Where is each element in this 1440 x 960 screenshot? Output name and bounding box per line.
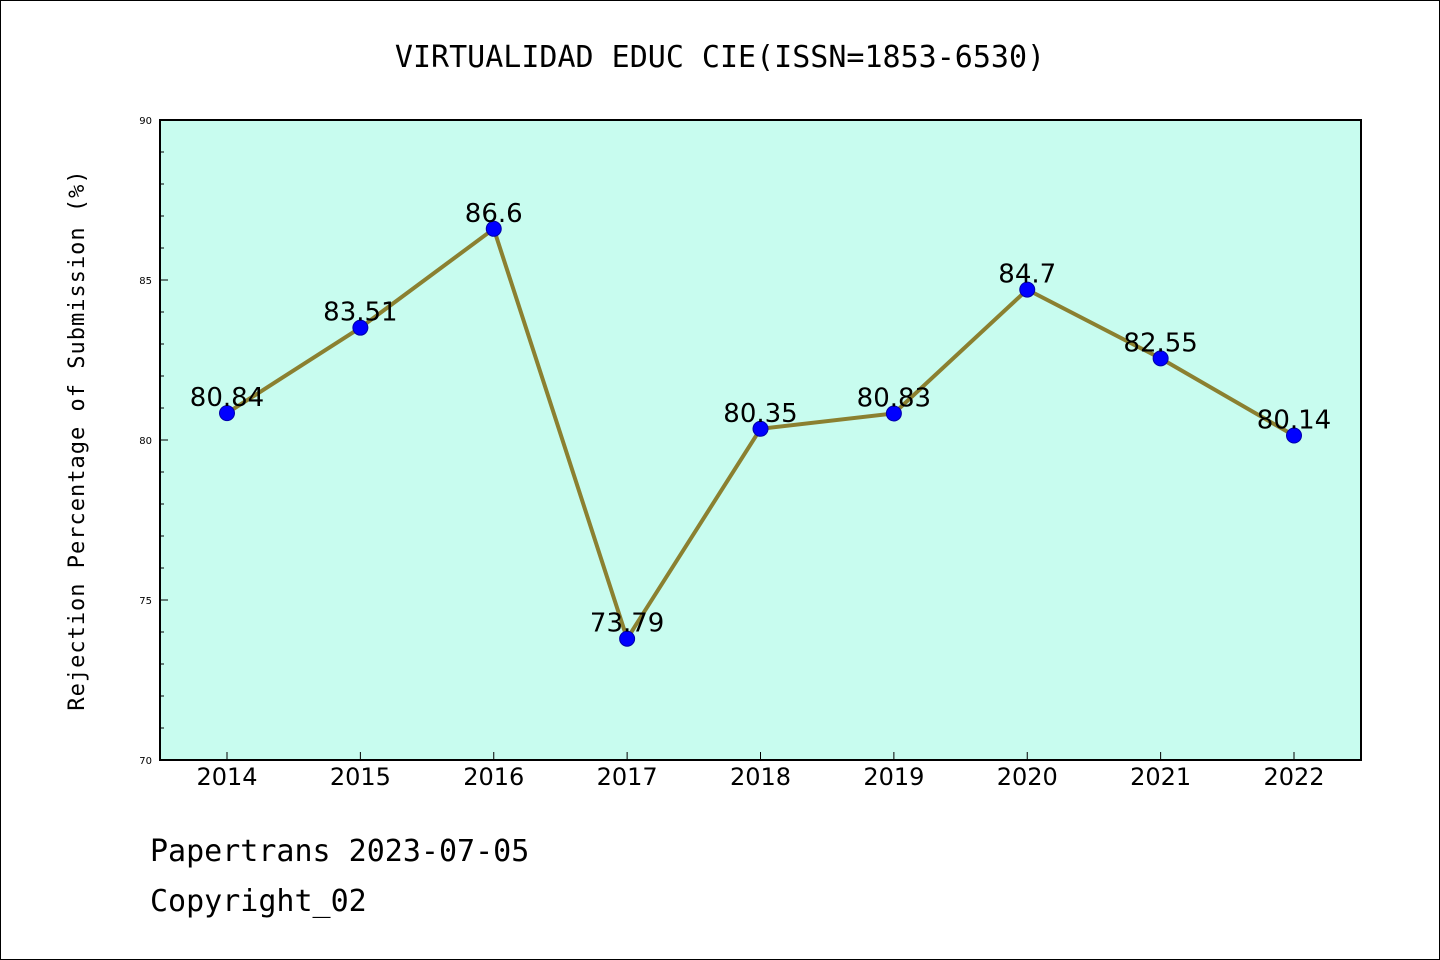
x-tick-label: 2018 — [730, 763, 791, 791]
data-point — [352, 319, 369, 336]
data-point — [619, 630, 636, 647]
data-point — [1152, 350, 1169, 367]
data-label: 80.35 — [723, 399, 797, 429]
data-point — [485, 220, 502, 237]
x-tick-label: 2016 — [463, 763, 524, 791]
data-label: 84.7 — [998, 260, 1056, 290]
data-label: 80.14 — [1257, 406, 1331, 436]
data-label: 83.51 — [323, 298, 397, 328]
data-label: 82.55 — [1123, 328, 1197, 358]
y-tick-label: 80 — [139, 436, 152, 447]
data-label: 86.6 — [465, 199, 523, 229]
x-tick-label: 2017 — [597, 763, 658, 791]
x-tick-label: 2022 — [1263, 763, 1324, 791]
data-point — [1286, 427, 1302, 444]
plot-area — [160, 120, 1361, 760]
y-tick-label: 90 — [139, 116, 152, 127]
plot-border — [159, 119, 1362, 761]
data-point — [219, 405, 235, 422]
data-label: 73.79 — [590, 609, 664, 639]
x-tick-label: 2020 — [997, 763, 1058, 791]
chart-title: VIRTUALIDAD EDUC CIE(ISSN=1853-6530) — [395, 40, 1045, 75]
x-tick-label: 2019 — [863, 763, 924, 791]
data-label: 80.84 — [190, 383, 264, 413]
x-tick-label: 2021 — [1130, 763, 1191, 791]
data-point — [885, 405, 902, 422]
data-point — [1019, 281, 1036, 298]
footer-copyright-line: Copyright_02 — [150, 884, 367, 919]
y-tick-label: 70 — [139, 756, 152, 767]
x-axis-ticks: 2014 2015 2016 2017 2018 2019 2020 2021 2022 — [196, 752, 1325, 791]
data-labels: 80.84 83.51 86.6 73.79 80.35 80.83 84.7 82.55 80… — [190, 199, 1331, 639]
y-axis-label: Rejection Percentage of Submission (%) — [65, 169, 90, 710]
y-tick-label: 85 — [139, 276, 152, 287]
x-tick-label: 2014 — [196, 763, 257, 791]
footer-date-line: Papertrans 2023-07-05 — [150, 834, 530, 869]
y-tick-label: 75 — [139, 596, 152, 607]
data-label: 80.83 — [857, 383, 931, 413]
data-point — [752, 420, 769, 437]
x-tick-label: 2015 — [330, 763, 391, 791]
data-markers — [219, 220, 1302, 647]
